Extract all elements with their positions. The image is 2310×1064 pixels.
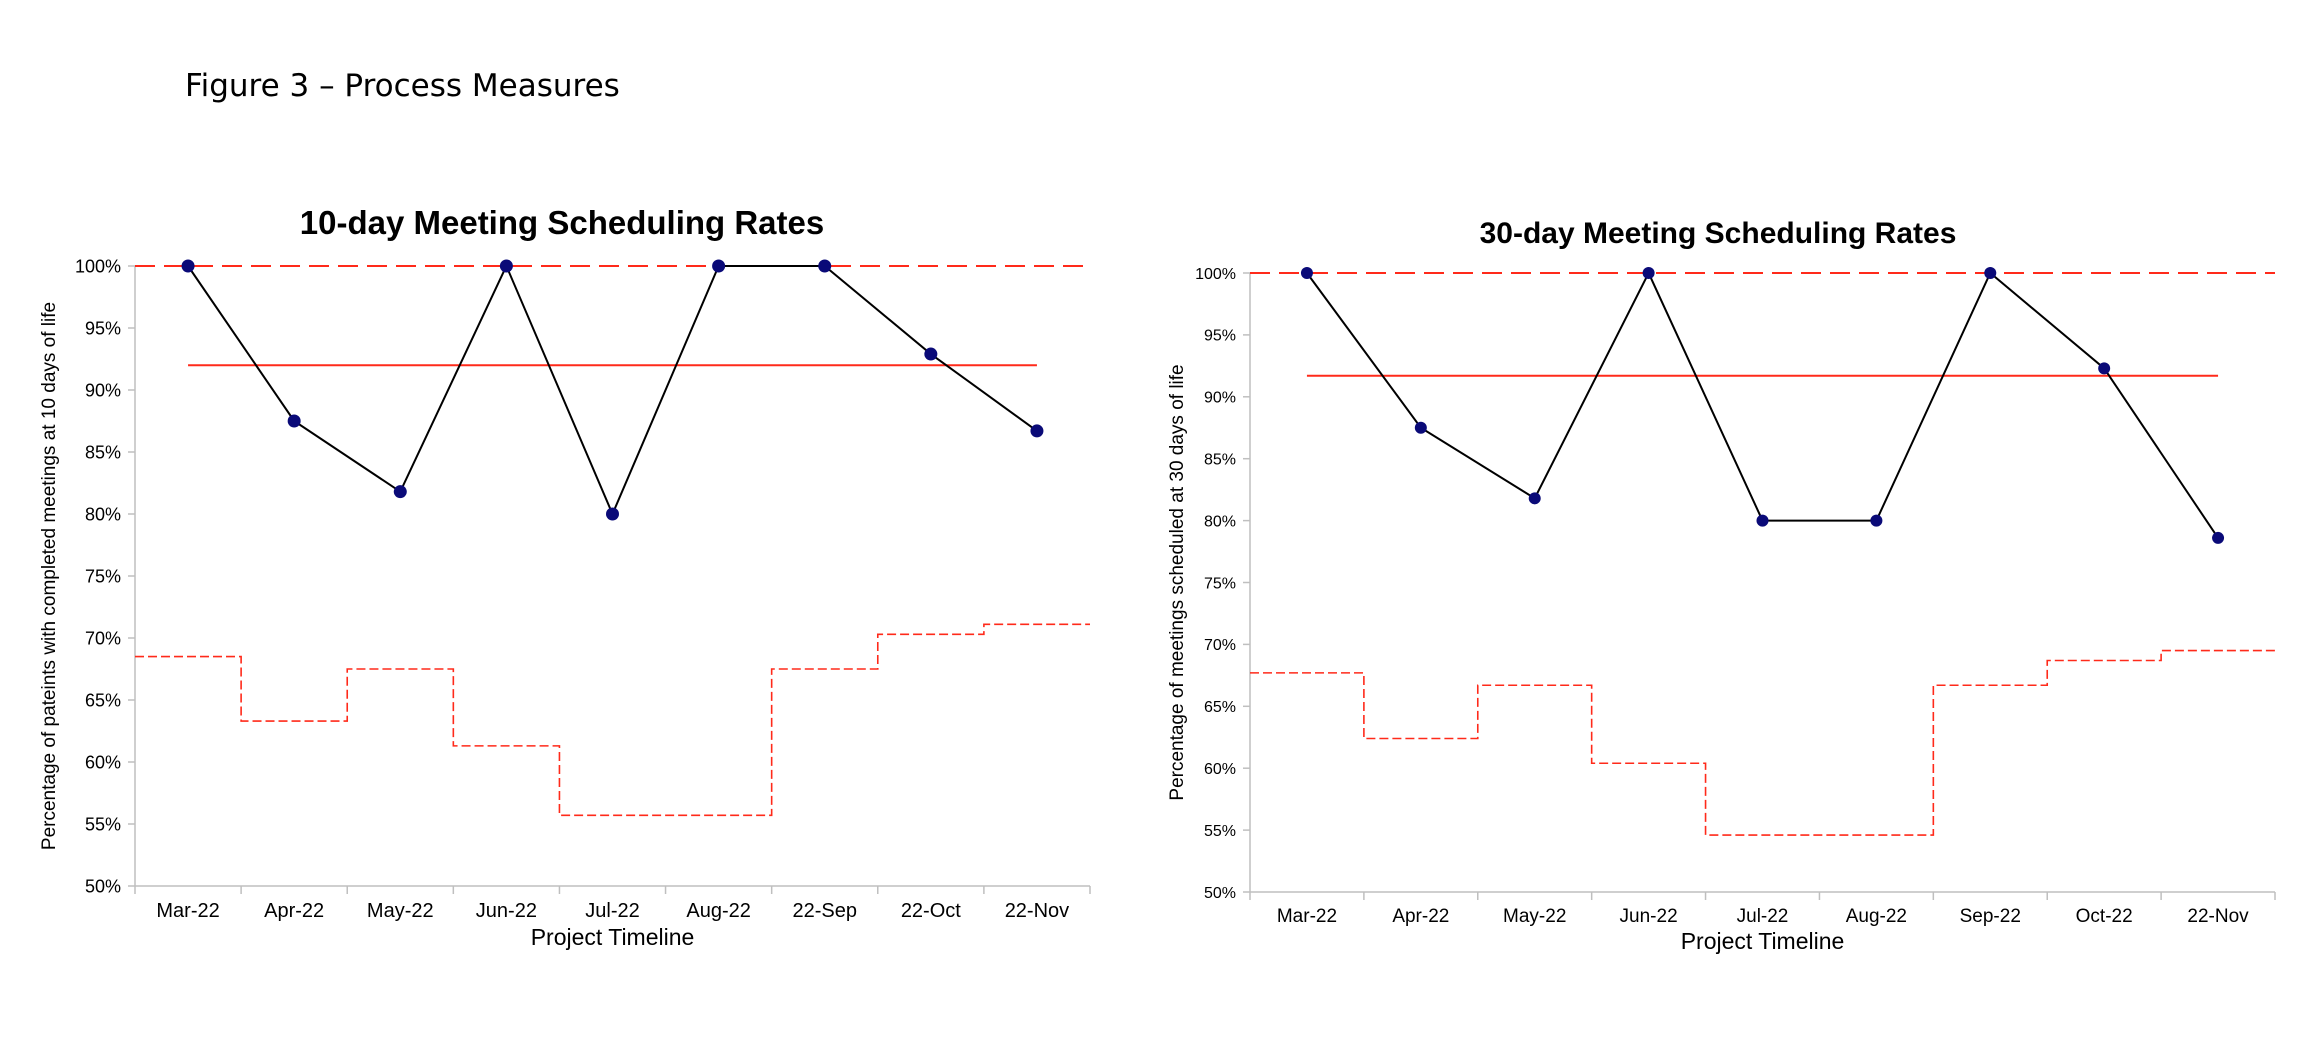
y-tick-label: 95%: [1204, 328, 1236, 345]
x-tick-label: Aug-22: [1846, 906, 1907, 927]
figure-title: Figure 3 – Process Measures: [185, 68, 620, 104]
data-point: [1300, 267, 1313, 279]
data-line: [187, 263, 1038, 517]
data-point: [924, 347, 938, 361]
x-tick-label: May-22: [367, 900, 434, 922]
data-point: [1756, 514, 1769, 527]
y-tick-label: 100%: [1195, 266, 1236, 283]
x-tick-label: Oct-22: [2076, 906, 2133, 927]
y-tick-label: 80%: [1204, 513, 1236, 530]
data-point: [1414, 421, 1427, 434]
data-point: [287, 414, 301, 428]
lower-control-limit: [1250, 649, 2275, 836]
data-point: [818, 259, 832, 273]
x-tick-label: Mar-22: [156, 900, 219, 922]
data-point: [1642, 267, 1655, 279]
x-axis-title: Project Timeline: [1681, 928, 1845, 954]
y-tick-label: 70%: [1204, 637, 1236, 654]
y-tick-label: 80%: [85, 504, 121, 524]
y-tick-label: 100%: [75, 256, 121, 276]
y-axis-title: Percentage of meetings scheduled at 30 d…: [1167, 364, 1188, 800]
y-tick-label: 60%: [85, 752, 121, 772]
data-point: [393, 485, 407, 499]
y-tick-label: 55%: [85, 814, 121, 834]
chart-title: 10-day Meeting Scheduling Rates: [300, 204, 824, 241]
data-point: [181, 259, 195, 273]
data-point: [499, 259, 513, 273]
lower-control-limit: [135, 623, 1090, 817]
chart-30-day: 30-day Meeting Scheduling Rates 100% 95% 90…: [1167, 217, 2276, 954]
x-tick-label: Aug-22: [686, 900, 751, 922]
x-tick-label: Jul-22: [585, 900, 639, 922]
x-tick-label: 22-Nov: [1005, 900, 1069, 922]
x-tick-label: 22-Oct: [901, 900, 961, 922]
x-tick-label: Apr-22: [1392, 906, 1449, 927]
y-tick-label: 70%: [85, 628, 121, 648]
y-tick-label: 50%: [85, 876, 121, 896]
y-tick-label: 65%: [85, 690, 121, 710]
y-tick-label: 85%: [85, 442, 121, 462]
x-tick-label: Jun-22: [476, 900, 537, 922]
data-point: [1528, 492, 1541, 505]
x-tick-label: 22-Nov: [2187, 906, 2249, 927]
data-point: [1030, 424, 1044, 438]
x-tick-label: Apr-22: [264, 900, 324, 922]
chart-10-day: 10-day Meeting Scheduling Rates 100% 95% 90…: [39, 204, 1091, 950]
x-axis-title: Project Timeline: [531, 924, 695, 950]
data-point: [712, 259, 726, 273]
x-tick-label: May-22: [1503, 906, 1566, 927]
y-tick-label: 65%: [1204, 699, 1236, 716]
chart-title: 30-day Meeting Scheduling Rates: [1480, 217, 1957, 250]
x-tick-label: Mar-22: [1277, 906, 1337, 927]
x-tick-label: Sep-22: [1960, 906, 2021, 927]
y-tick-label: 75%: [85, 566, 121, 586]
x-tick-label: Jul-22: [1737, 906, 1789, 927]
x-tick-label: 22-Sep: [792, 900, 857, 922]
data-point: [2098, 362, 2111, 375]
data-point: [1870, 514, 1883, 527]
data-line: [1306, 270, 2219, 539]
y-tick-label: 85%: [1204, 451, 1236, 468]
y-tick-label: 55%: [1204, 823, 1236, 840]
data-point: [606, 507, 619, 521]
y-tick-label: 75%: [1204, 575, 1236, 592]
y-tick-label: 90%: [85, 380, 121, 400]
data-point: [1984, 267, 1997, 279]
y-tick-label: 90%: [1204, 390, 1236, 407]
data-point: [2212, 531, 2225, 544]
y-tick-label: 95%: [85, 318, 121, 338]
y-tick-label: 60%: [1204, 761, 1236, 778]
x-tick-label: Jun-22: [1620, 906, 1678, 927]
y-tick-label: 50%: [1204, 885, 1236, 902]
y-axis-title: Percentage of pateints with completed me…: [39, 302, 60, 850]
